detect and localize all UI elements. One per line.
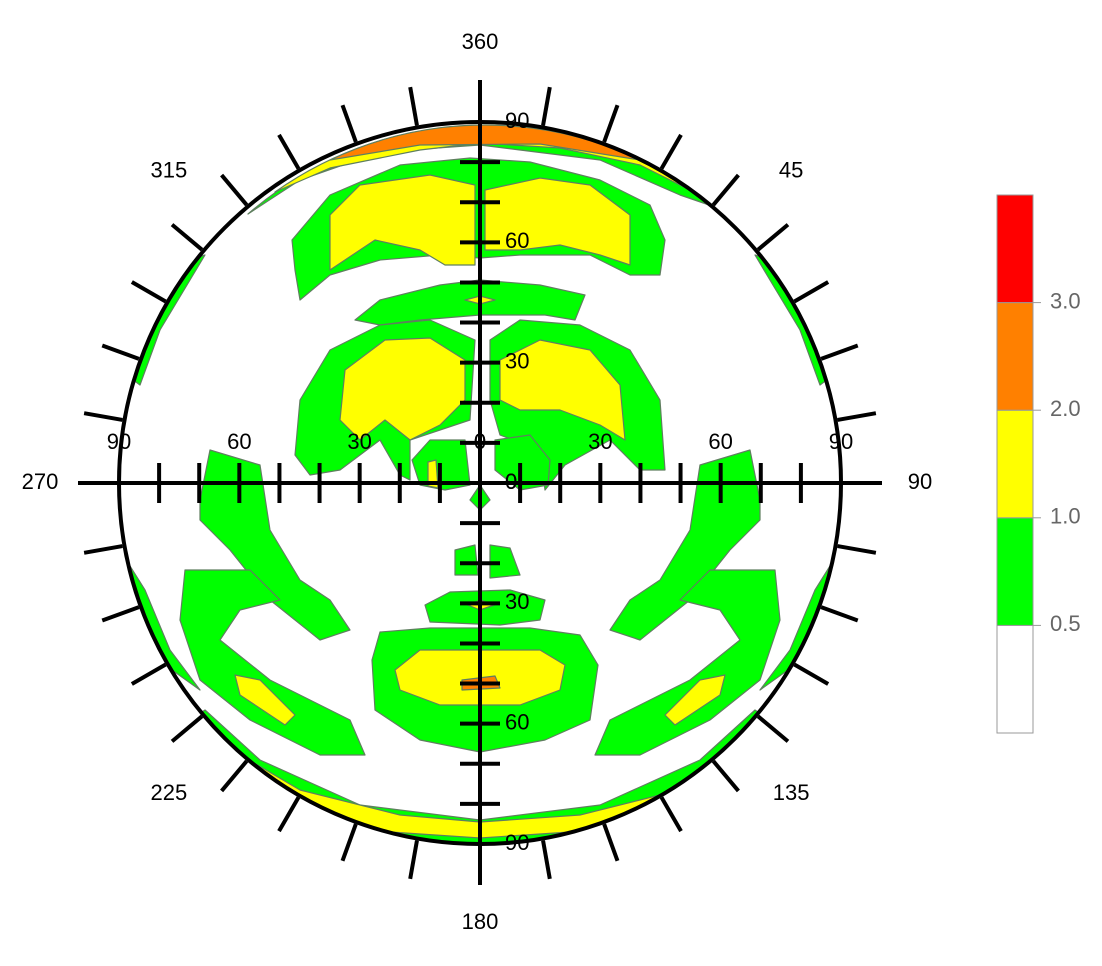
colorbar-band [996, 302, 1034, 411]
azimuth-tick [220, 759, 249, 793]
azimuth-tick [793, 662, 830, 686]
azimuth-tick [170, 223, 204, 252]
radial-label: 0 [505, 469, 517, 494]
colorbar-band [996, 624, 1034, 734]
azimuth-label: 225 [151, 780, 188, 805]
azimuth-tick [602, 104, 620, 143]
azimuth-tick [756, 223, 790, 252]
azimuth-tick [130, 280, 167, 304]
radial-label: 90 [505, 830, 529, 855]
azimuth-tick [602, 823, 620, 862]
azimuth-label: 45 [779, 158, 803, 183]
azimuth-tick [820, 605, 859, 623]
radial-label: 60 [505, 709, 529, 734]
radial-label: 30 [347, 429, 371, 454]
azimuth-label: 270 [22, 469, 59, 494]
radial-label: 90 [829, 429, 853, 454]
azimuth-tick [408, 86, 419, 126]
radial-label: 60 [708, 429, 732, 454]
radial-label: 30 [505, 589, 529, 614]
colorbar-band [996, 517, 1034, 626]
azimuth-tick [83, 411, 123, 422]
colorbar-label: 2.0 [1050, 396, 1081, 421]
azimuth-tick [101, 343, 140, 361]
azimuth-tick [837, 411, 877, 422]
colorbar-label: 3.0 [1050, 288, 1081, 313]
azimuth-tick [220, 173, 249, 207]
azimuth-label: 360 [462, 29, 499, 54]
radial-label: 60 [227, 429, 251, 454]
colorbar-label: 0.5 [1050, 611, 1081, 636]
contour-region [594, 569, 781, 756]
azimuth-tick [277, 133, 301, 170]
azimuth-label: 90 [908, 469, 932, 494]
contour-region [119, 254, 206, 386]
azimuth-tick [83, 544, 123, 555]
contour-region [339, 337, 466, 441]
azimuth-tick [170, 714, 204, 743]
radial-label: 30 [588, 429, 612, 454]
radial-label: 0 [474, 429, 486, 454]
azimuth-tick [130, 662, 167, 686]
azimuth-tick [711, 173, 740, 207]
radial-label: 90 [107, 429, 131, 454]
contour-region [329, 174, 476, 271]
colorbar-label: 1.0 [1050, 504, 1081, 529]
contour-region [499, 339, 626, 441]
radial-label: 60 [505, 228, 529, 253]
colorbar-band [996, 409, 1034, 519]
radial-label: 0 [505, 469, 517, 494]
azimuth-tick [541, 840, 552, 880]
azimuth-label: 135 [773, 780, 810, 805]
contour-region [664, 674, 726, 726]
azimuth-tick [711, 759, 740, 793]
contour-region [484, 177, 631, 266]
azimuth-tick [277, 796, 301, 833]
azimuth-tick [820, 343, 859, 361]
contour-region [489, 544, 521, 579]
azimuth-tick [659, 133, 683, 170]
radial-label: 0 [474, 429, 486, 454]
azimuth-tick [340, 823, 358, 862]
azimuth-tick [408, 840, 419, 880]
radial-label: 90 [505, 108, 529, 133]
contour-region [179, 569, 366, 756]
colorbar: 0.5 1.0 2.0 3.0 [996, 194, 1081, 734]
outer-circle [117, 120, 843, 846]
radial-label: 30 [505, 348, 529, 373]
azimuth-tick [340, 104, 358, 143]
azimuth-tick [756, 714, 790, 743]
azimuth-tick [793, 280, 830, 304]
contour-region [754, 254, 841, 386]
axes [78, 80, 882, 885]
contour-region [354, 279, 586, 326]
azimuth-tick [541, 86, 552, 126]
colorbar-band [996, 194, 1034, 304]
azimuth-label: 315 [151, 158, 188, 183]
contour-region [454, 544, 479, 576]
contour-region [234, 674, 296, 726]
azimuth-tick [659, 796, 683, 833]
azimuth-tick [837, 544, 877, 555]
azimuth-label: 180 [462, 909, 499, 934]
azimuth-tick [101, 605, 140, 623]
